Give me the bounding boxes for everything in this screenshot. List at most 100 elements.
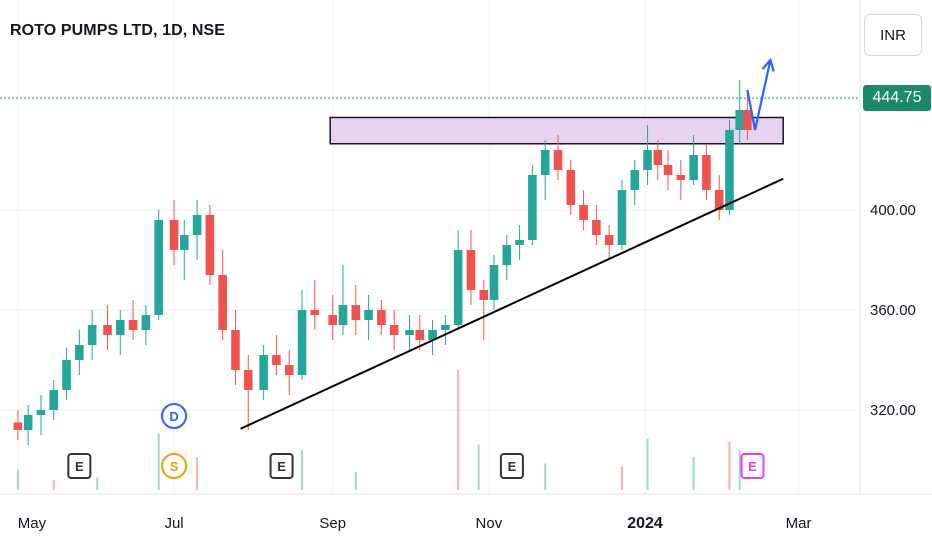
candle-body: [377, 310, 386, 325]
earnings-marker-upcoming-box: [740, 453, 765, 479]
candle-body: [405, 330, 414, 335]
candle-body: [566, 170, 576, 205]
volume-bar: [738, 450, 741, 490]
volume-bar: [16, 469, 19, 490]
candle-body: [115, 320, 125, 335]
currency-button[interactable]: INR: [864, 14, 922, 56]
candle-body: [453, 250, 463, 325]
volume-bar: [354, 471, 357, 490]
y-tick-label: 360.00: [870, 302, 916, 319]
candle-body: [553, 150, 563, 170]
dividend-marker: D: [161, 403, 188, 429]
candle-body: [489, 265, 499, 300]
earnings-marker-letter: E: [508, 459, 517, 474]
volume-bar: [157, 433, 160, 490]
candle-body: [479, 290, 489, 300]
dividend-marker-letter: D: [169, 409, 178, 424]
time-axis[interactable]: May Jul Sep Nov 2024 Mar: [18, 515, 812, 532]
volume-bar: [301, 450, 304, 490]
volume-bar: [620, 466, 623, 490]
price-axis[interactable]: 320.00 360.00 400.00: [870, 202, 916, 419]
projection-arrow-head: [761, 57, 775, 72]
candle-body: [663, 165, 673, 175]
candle-body: [310, 310, 320, 315]
candle-body: [351, 305, 361, 320]
chart-title: ROTO PUMPS LTD, 1D, NSE: [10, 22, 226, 39]
volume-bar: [646, 438, 649, 490]
candle-body: [630, 170, 640, 190]
y-tick-label: 400.00: [870, 202, 916, 219]
candle-body: [141, 315, 151, 330]
resistance-zone[interactable]: [329, 116, 784, 145]
volume-bar: [692, 456, 695, 490]
candles: [13, 80, 752, 445]
candle-body: [725, 130, 734, 210]
candle-body: [231, 330, 240, 370]
split-marker-letter: S: [170, 459, 179, 474]
candle-body: [528, 175, 537, 240]
candle-body: [579, 205, 588, 220]
trendline-line: [240, 177, 784, 430]
resistance-zone-rect: [329, 116, 784, 145]
volume-bar: [52, 480, 55, 490]
candle-body: [676, 175, 686, 180]
candle-body: [515, 240, 524, 245]
earnings-marker: E: [67, 453, 92, 479]
x-tick-label: 2024: [627, 515, 663, 532]
candle-body: [441, 325, 450, 330]
volume-bars: [16, 370, 741, 490]
candle-body: [297, 310, 307, 375]
candle-body: [502, 245, 512, 265]
earnings-marker-upcoming: E: [740, 453, 765, 479]
volume-bar: [544, 463, 547, 490]
earnings-marker: E: [269, 453, 294, 479]
candle-body: [328, 315, 338, 325]
earnings-marker-letter: E: [75, 459, 84, 474]
earnings-marker-box: [269, 453, 294, 479]
split-marker: S: [161, 453, 188, 479]
candle-body: [689, 155, 698, 180]
volume-bar: [477, 444, 480, 490]
chart-grid: [0, 0, 932, 495]
candle-body: [49, 390, 59, 410]
candle-body: [389, 325, 399, 335]
candle-body: [13, 422, 23, 430]
candle-body: [338, 305, 348, 325]
volume-bar: [457, 370, 460, 490]
candle-body: [62, 360, 71, 390]
candle-body: [154, 220, 163, 315]
candle-body: [218, 275, 227, 330]
candle-body: [617, 190, 627, 245]
earnings-marker: E: [499, 453, 524, 479]
candle-body: [36, 410, 46, 415]
candle-body: [243, 370, 253, 390]
candle-body: [103, 325, 112, 335]
volume-bar: [196, 456, 199, 490]
event-markers: E D S E E E: [67, 403, 765, 479]
candle-body: [87, 325, 97, 345]
candle-body: [192, 215, 202, 235]
candle-body: [653, 150, 663, 165]
last-price-badge: 444.75: [863, 85, 931, 112]
candle-body: [540, 150, 550, 175]
projection-arrow[interactable]: [746, 57, 775, 131]
dividend-marker-circle: [161, 403, 188, 429]
x-tick-label: Jul: [164, 515, 183, 532]
earnings-marker-box: [499, 453, 524, 479]
volume-bar: [96, 477, 99, 490]
candle-body: [428, 330, 437, 340]
earnings-marker-box: [67, 453, 92, 479]
candle-body: [604, 235, 614, 245]
y-tick-label: 320.00: [870, 402, 916, 419]
split-marker-circle: [161, 453, 188, 479]
earnings-marker-letter: E: [277, 459, 286, 474]
candle-body: [702, 155, 711, 190]
candle-body: [466, 250, 476, 290]
candle-body: [714, 190, 724, 210]
candle-body: [259, 355, 268, 390]
trendline[interactable]: [240, 177, 784, 430]
candle-body: [643, 150, 652, 170]
earnings-marker-upcoming-letter: E: [748, 459, 757, 474]
volume-bar: [728, 442, 731, 490]
